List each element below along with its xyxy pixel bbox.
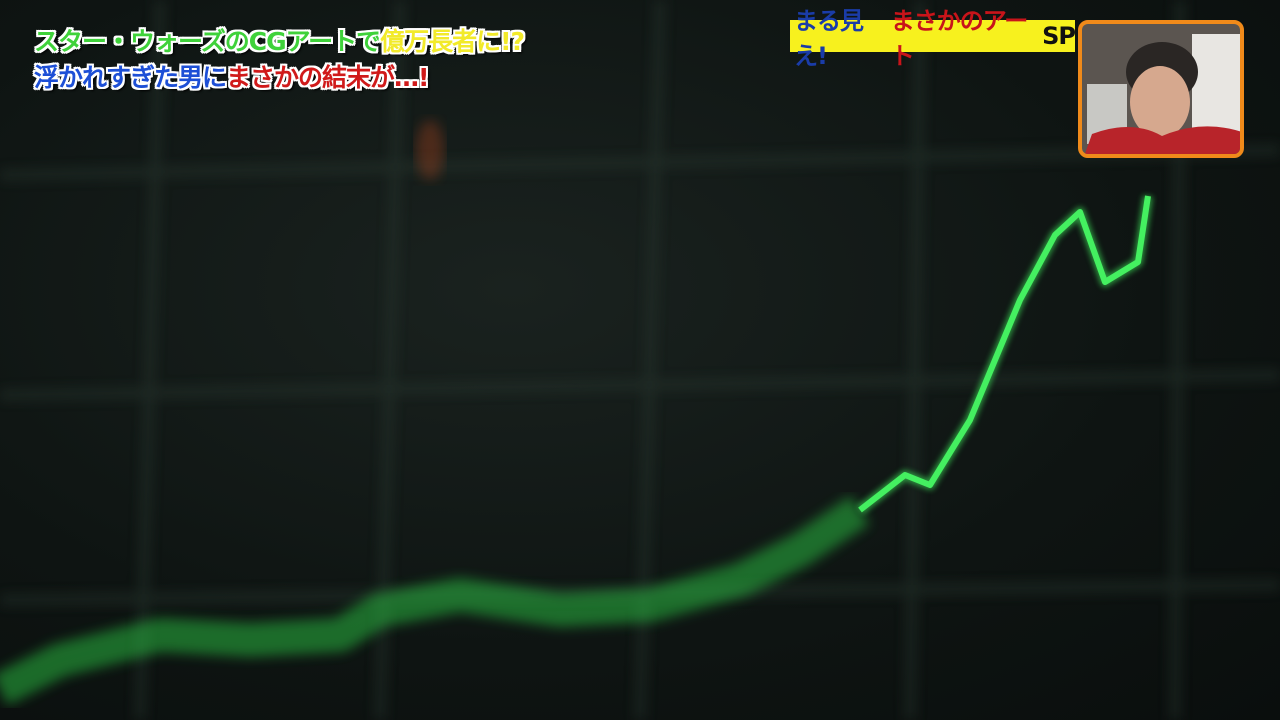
host-picture [1082, 24, 1240, 154]
headline-part: スター・ウォーズのCGアートで [33, 27, 381, 57]
corner-title-part: SP [1042, 22, 1076, 50]
headline-part: 浮かれすぎた男に [33, 63, 227, 93]
headline-part: 億万長者に!? [380, 27, 526, 57]
headline-part: まさかの結末が…! [226, 63, 430, 93]
corner-title: まる見え! まさかのアート SP [790, 7, 1076, 70]
headline-line-1: スター・ウォーズのCGアートで億万長者に!? [33, 22, 526, 58]
corner-title-part: まさかのアート [890, 7, 1029, 70]
corner-title-part: まる見え! [794, 7, 864, 70]
studio-wipe-window [1078, 20, 1244, 158]
graph-line [0, 195, 1153, 706]
headline-line-2: 浮かれすぎた男にまさかの結末が…! [33, 58, 430, 94]
